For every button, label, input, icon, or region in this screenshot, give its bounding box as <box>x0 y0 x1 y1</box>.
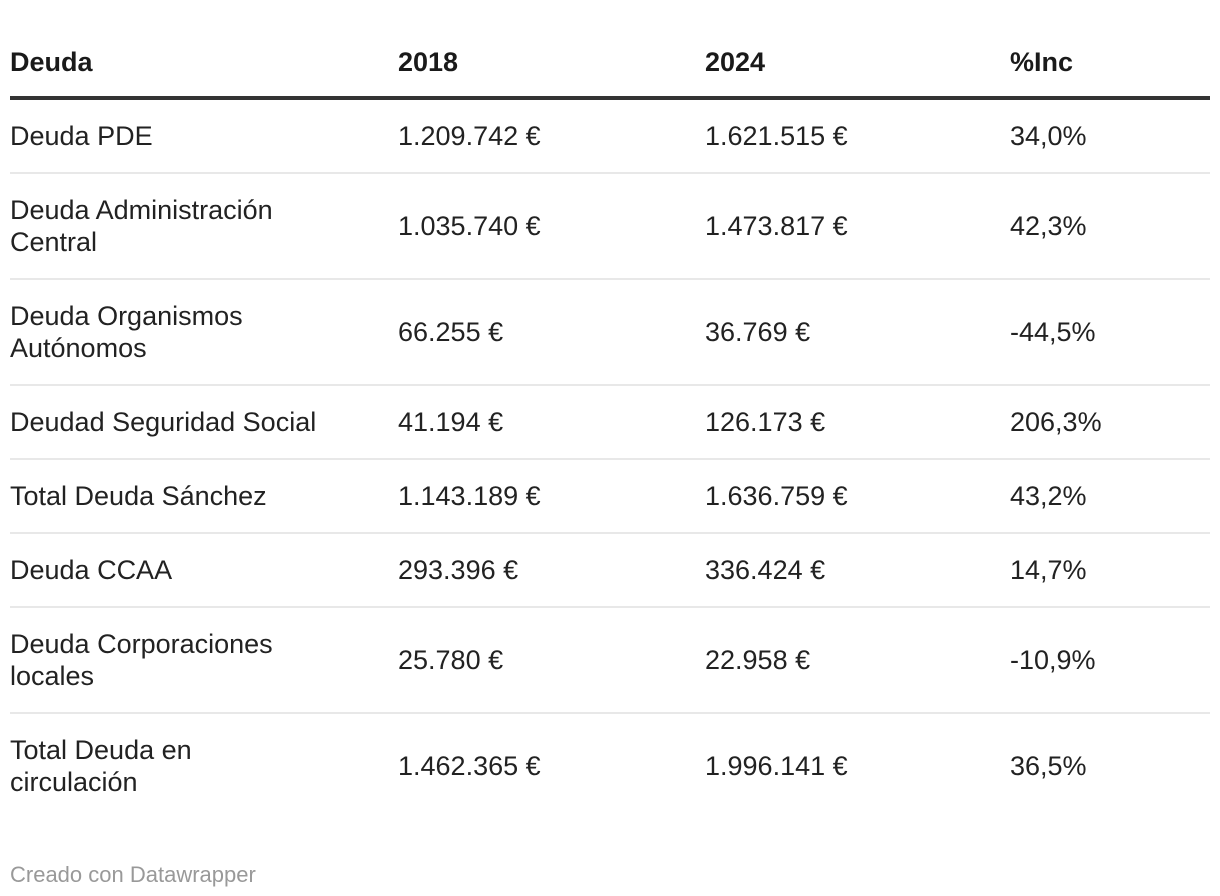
value-inc-pct: 34,0% <box>1010 98 1210 174</box>
table-row: Deuda Organismos Autónomos 66.255 € 36.7… <box>10 279 1210 386</box>
value-inc-pct: 43,2% <box>1010 459 1210 534</box>
value-inc-pct: 14,7% <box>1010 533 1210 608</box>
value-2018: 1.035.740 € <box>398 173 705 280</box>
value-2018: 293.396 € <box>398 533 705 608</box>
row-label: Deudad Seguridad Social <box>10 385 398 460</box>
value-2024: 126.173 € <box>705 385 1010 460</box>
value-inc-pct: -44,5% <box>1010 279 1210 386</box>
value-inc-pct: 42,3% <box>1010 173 1210 280</box>
table-row: Deuda CCAA 293.396 € 336.424 € 14,7% <box>10 533 1210 608</box>
value-2018: 1.143.189 € <box>398 459 705 534</box>
value-inc-pct: 206,3% <box>1010 385 1210 460</box>
table-row: Deudad Seguridad Social 41.194 € 126.173… <box>10 385 1210 460</box>
table-row: Total Deuda Sánchez 1.143.189 € 1.636.75… <box>10 459 1210 534</box>
value-2024: 22.958 € <box>705 607 1010 714</box>
row-label: Deuda PDE <box>10 98 398 174</box>
value-2018: 66.255 € <box>398 279 705 386</box>
value-2024: 1.996.141 € <box>705 751 848 781</box>
column-header-deuda: Deuda <box>10 0 398 100</box>
value-2024: 36.769 € <box>705 279 1010 386</box>
attribution-link[interactable]: Creado con Datawrapper <box>10 862 256 887</box>
attribution-line: Creado con Datawrapper <box>10 862 1210 888</box>
column-header-inc: %Inc <box>1010 0 1210 100</box>
value-inc-pct: -10,9% <box>1010 607 1210 714</box>
row-label: Total Deuda Sánchez <box>10 459 398 534</box>
table-row: Deuda Corporaciones locales 25.780 € 22.… <box>10 607 1210 714</box>
value-2024: 336.424 € <box>705 533 1010 608</box>
table-row: Deuda Administración Central 1.035.740 €… <box>10 173 1210 280</box>
value-2018: 1.462.365 € <box>398 751 541 781</box>
column-header-2018: 2018 <box>398 0 705 100</box>
column-header-2024: 2024 <box>705 0 1010 100</box>
value-2018: 41.194 € <box>398 385 705 460</box>
row-label: Deuda Administración Central <box>10 173 398 280</box>
value-2024: 1.473.817 € <box>705 173 1010 280</box>
value-2018: 1.209.742 € <box>398 98 705 174</box>
value-2024: 1.621.515 € <box>705 98 1010 174</box>
row-label: Deuda Corporaciones locales <box>10 607 398 714</box>
row-label: Deuda CCAA <box>10 533 398 608</box>
row-label: Total Deuda en circulación <box>10 735 192 797</box>
value-inc-pct: 36,5% <box>1010 751 1087 781</box>
value-2018: 25.780 € <box>398 607 705 714</box>
debt-table: Deuda 2018 2024 %Inc Deuda PDE 1.209.742… <box>10 0 1210 818</box>
table-row: Deuda PDE 1.209.742 € 1.621.515 € 34,0% <box>10 98 1210 174</box>
value-2024: 1.636.759 € <box>705 459 1010 534</box>
table-row: Total Deuda en circulación 1.462.365 € 1… <box>10 713 1210 818</box>
header-row: Deuda 2018 2024 %Inc <box>10 0 1210 100</box>
row-label: Deuda Organismos Autónomos <box>10 279 398 386</box>
table-body: Deuda PDE 1.209.742 € 1.621.515 € 34,0% … <box>10 98 1210 818</box>
